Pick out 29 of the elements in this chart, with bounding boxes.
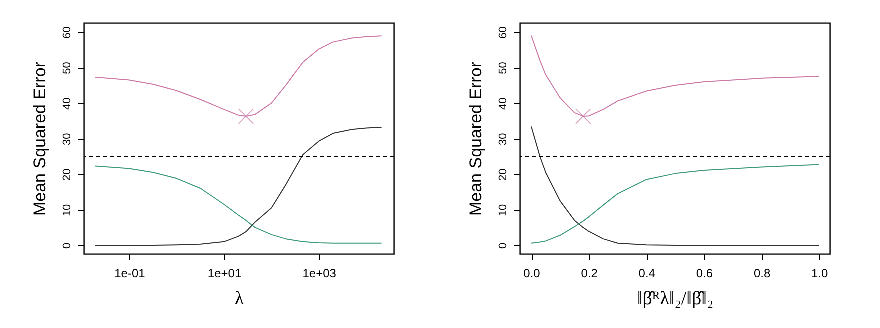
x-tick-label: 0.0 bbox=[524, 266, 541, 280]
x-tick-label: 1.0 bbox=[812, 266, 829, 280]
y-tick-label: 50 bbox=[498, 62, 510, 74]
x-axis-title: λ bbox=[234, 288, 245, 310]
x-tick-label: 1e+01 bbox=[208, 266, 242, 280]
line-series bbox=[531, 126, 820, 246]
y-tick-label: 10 bbox=[62, 204, 74, 217]
y-tick-label: 10 bbox=[498, 204, 510, 217]
x-tick-label: 0.8 bbox=[754, 266, 771, 280]
y-tick-label: 30 bbox=[498, 133, 510, 146]
x-tick-label: 0.4 bbox=[638, 266, 656, 280]
x-tick-label: 1e-01 bbox=[114, 266, 146, 280]
y-tick-label: 0 bbox=[498, 242, 510, 250]
y-axis-title: Mean Squared Error bbox=[466, 62, 486, 216]
y-tick-label: 0 bbox=[62, 242, 74, 250]
y-tick-label: 40 bbox=[62, 98, 74, 110]
line-series bbox=[531, 164, 820, 244]
y-tick-label: 20 bbox=[498, 168, 510, 182]
y-tick-label: 60 bbox=[498, 26, 510, 39]
x-axis-title: ‖β̂ᴿλ‖₂/‖β̂‖₂ bbox=[637, 288, 714, 310]
x-tick-label: 1e+03 bbox=[302, 266, 337, 280]
y-tick-label: 20 bbox=[62, 168, 74, 182]
x-tick-label: 0.6 bbox=[696, 266, 714, 280]
y-tick-label: 50 bbox=[62, 62, 74, 74]
y-tick-label: 30 bbox=[62, 133, 74, 146]
x-tick-label: 0.2 bbox=[581, 266, 598, 280]
y-tick-label: 40 bbox=[498, 98, 510, 110]
y-tick-label: 60 bbox=[62, 26, 74, 39]
y-axis-title: Mean Squared Error bbox=[30, 62, 50, 216]
